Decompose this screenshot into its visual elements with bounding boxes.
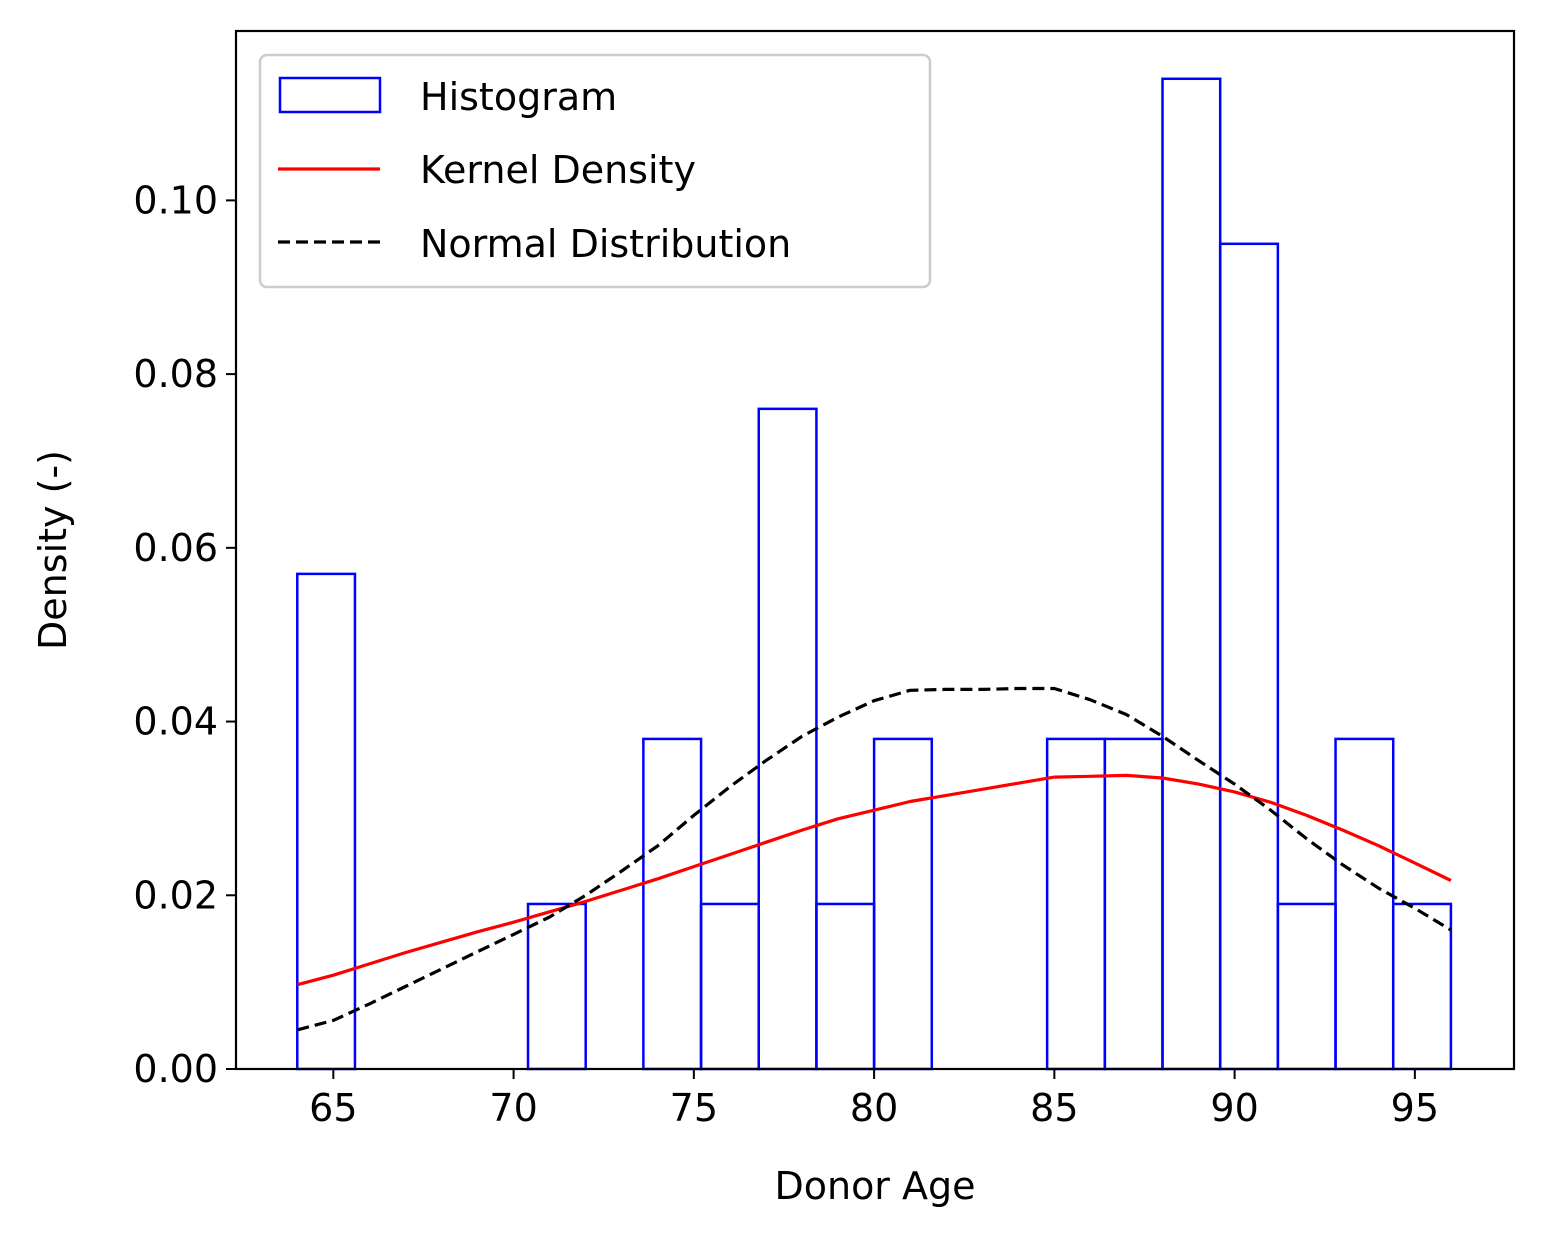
x-tick-label: 80 bbox=[850, 1086, 898, 1130]
y-tick-label: 0.04 bbox=[133, 700, 218, 744]
x-tick-label: 95 bbox=[1391, 1086, 1439, 1130]
y-axis-label: Density (-) bbox=[31, 450, 75, 650]
legend-label-kernel-density: Kernel Density bbox=[420, 148, 696, 192]
x-tick-label: 75 bbox=[670, 1086, 718, 1130]
legend-label-normal-distribution: Normal Distribution bbox=[420, 222, 791, 266]
y-axis: 0.00 0.02 0.04 0.06 0.08 0.10 bbox=[133, 178, 236, 1091]
x-axis-label: Donor Age bbox=[774, 1164, 975, 1208]
y-tick-label: 0.10 bbox=[133, 178, 218, 222]
y-tick-label: 0.08 bbox=[133, 352, 218, 396]
x-tick-label: 65 bbox=[309, 1086, 357, 1130]
legend: Histogram Kernel Density Normal Distribu… bbox=[258, 53, 932, 289]
y-tick-label: 0.00 bbox=[133, 1047, 218, 1091]
kernel-density-line bbox=[296, 773, 1452, 987]
x-tick-label: 85 bbox=[1030, 1086, 1078, 1130]
legend-swatch-histogram bbox=[278, 76, 382, 114]
normal-distribution-line bbox=[296, 686, 1452, 1032]
x-tick-label: 90 bbox=[1210, 1086, 1258, 1130]
density-lines bbox=[296, 686, 1452, 1032]
y-tick-label: 0.06 bbox=[133, 526, 218, 570]
x-axis: 65 70 75 80 85 90 95 bbox=[309, 1069, 1439, 1130]
x-tick-label: 70 bbox=[489, 1086, 537, 1130]
legend-label-histogram: Histogram bbox=[420, 75, 617, 119]
legend-frame bbox=[258, 53, 932, 289]
y-tick-label: 0.02 bbox=[133, 873, 218, 917]
